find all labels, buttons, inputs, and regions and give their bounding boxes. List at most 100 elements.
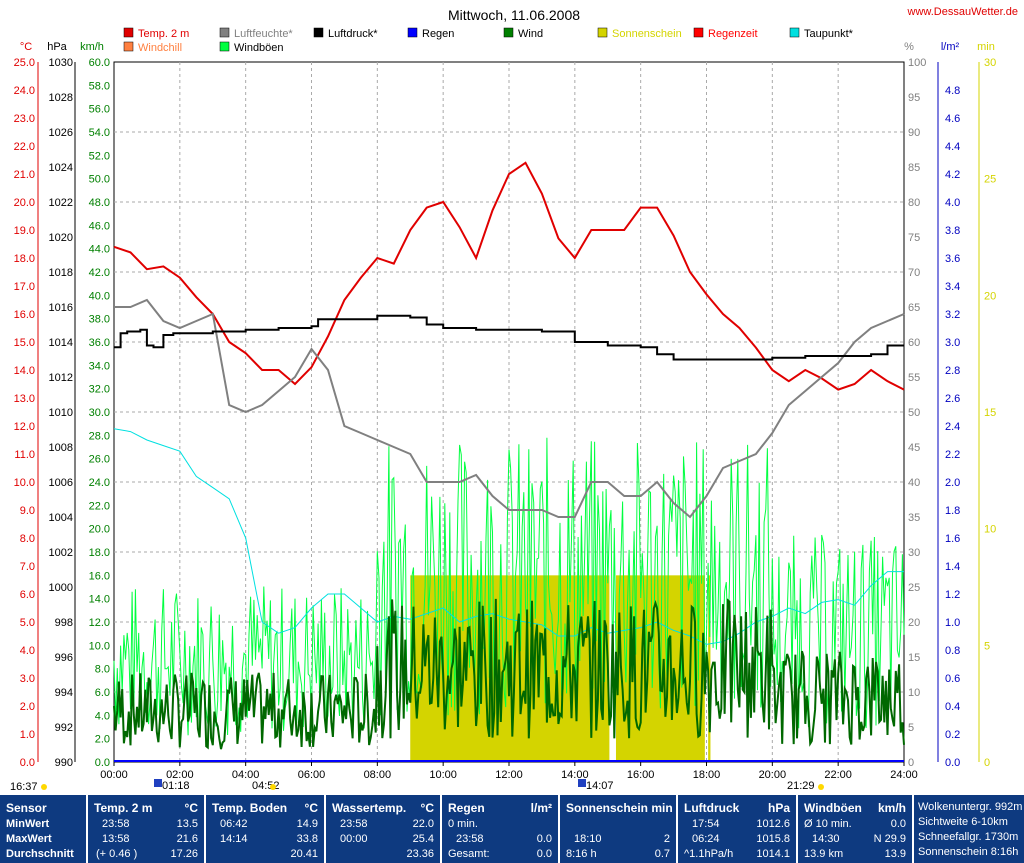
moonset-time: 14:07 (586, 780, 614, 792)
wind-tick-label: 20.0 (89, 524, 110, 536)
wind-tick-label: 2.0 (95, 734, 110, 746)
temp-tick-label: 10.0 (14, 477, 35, 489)
humidity-unit-label: % (904, 41, 914, 53)
pressure-tick-label: 992 (55, 722, 73, 734)
stats-temp-max-val: 21.6 (176, 833, 198, 845)
pressure-tick-label: 1030 (49, 57, 73, 69)
stats-water-min-time: 23:58 (340, 818, 368, 830)
wind-tick-label: 58.0 (89, 80, 110, 92)
rain-tick-label: 3.8 (945, 225, 960, 237)
temp-tick-label: 9.0 (20, 505, 35, 517)
rain-tick-label: 0.0 (945, 757, 960, 769)
rain-tick-label: 4.8 (945, 85, 960, 97)
stats-temp-max-time: 13:58 (102, 833, 130, 845)
sun-tick-label: 30 (984, 57, 996, 69)
series-line-taupunkt- (113, 428, 904, 645)
temp-tick-label: 15.0 (14, 337, 35, 349)
humidity-tick-label: 10 (908, 687, 920, 699)
axes: 0.0 1.0 2.0 3.0 4.0 5.0 6.0 7.0 8.0 9.0 10.0 11.0 12… (14, 57, 997, 769)
rain-tick-label: 3.6 (945, 253, 960, 265)
stats-gusts-avg-label: Ø 10 min. (804, 818, 852, 830)
humidity-tick-label: 5 (908, 722, 914, 734)
stats-water-min-val: 22.0 (412, 818, 434, 830)
temp-tick-label: 5.0 (20, 617, 35, 629)
temp-tick-label: 20.0 (14, 197, 35, 209)
rain-tick-label: 4.4 (945, 141, 960, 153)
humidity-tick-label: 20 (908, 617, 920, 629)
legend-swatch (693, 27, 704, 38)
moonset-icon (578, 779, 586, 787)
temp-tick-label: 7.0 (20, 561, 35, 573)
sun-unit-label: min (977, 41, 995, 53)
rain-tick-label: 0.6 (945, 673, 960, 685)
rain-tick-label: 1.0 (945, 617, 960, 629)
stats-table: Sensor MinWert MaxWert Durchschnitt Temp… (0, 795, 1024, 863)
temp-tick-label: 24.0 (14, 85, 35, 97)
rain-tick-label: 4.0 (945, 197, 960, 209)
wind-tick-label: 4.0 (95, 710, 110, 722)
stats-ground-min-time: 06:42 (220, 818, 248, 830)
wind-tick-label: 42.0 (89, 267, 110, 279)
stats-temp-avg-val: 17.26 (170, 848, 198, 860)
humidity-tick-label: 100 (908, 57, 926, 69)
legend-swatch (313, 27, 324, 38)
stats-water-unit: °C (420, 801, 434, 815)
website-link[interactable]: www.DessauWetter.de (907, 6, 1018, 18)
legend-label: Regen (422, 28, 454, 40)
pressure-tick-label: 1028 (49, 92, 73, 104)
x-tick-label: 06:00 (298, 769, 326, 781)
pressure-tick-label: 1006 (49, 477, 73, 489)
stats-temp-unit: °C (184, 801, 198, 815)
stats-snow-line: Schneefallgr. 1730m (918, 831, 1019, 843)
rain-tick-label: 4.6 (945, 113, 960, 125)
pressure-tick-label: 994 (55, 687, 73, 699)
stats-row-min-label: MinWert (6, 818, 50, 830)
stats-sun-max-time: 18:10 (574, 833, 602, 845)
stats-col-ground: Temp. Boden °C 06:42 14.9 14:14 33.8 20.… (206, 795, 326, 863)
series-line-luftfeuchte- (114, 298, 905, 519)
stats-gusts-unit: km/h (877, 801, 906, 815)
temp-tick-label: 6.0 (20, 589, 35, 601)
humidity-tick-label: 85 (908, 162, 920, 174)
temp-tick-label: 21.0 (14, 169, 35, 181)
wind-tick-label: 36.0 (89, 337, 110, 349)
stats-pressure-min-time: 17:54 (692, 818, 720, 830)
sun-icon (41, 784, 47, 790)
legend-label: Luftdruck* (328, 28, 378, 40)
temp-tick-label: 17.0 (14, 281, 35, 293)
stats-sun-total-val: 0.7 (654, 848, 670, 860)
stats-gusts-distance: 13.9 km (804, 848, 844, 860)
stats-pressure-max-time: 06:24 (692, 833, 720, 845)
pressure-tick-label: 1000 (49, 582, 73, 594)
pressure-tick-label: 1004 (49, 512, 73, 524)
temp-tick-label: 0.0 (20, 757, 35, 769)
wind-tick-label: 46.0 (89, 220, 110, 232)
stats-rain-total-val: 0.0 (536, 848, 552, 860)
humidity-tick-label: 40 (908, 477, 920, 489)
stats-col-sensor: Sensor MinWert MaxWert Durchschnitt (0, 795, 88, 863)
temp-tick-label: 23.0 (14, 113, 35, 125)
stats-pressure-avg-val: 1014.1 (756, 848, 790, 860)
series-line-luftdruck- (114, 314, 904, 361)
wind-tick-label: 40.0 (89, 290, 110, 302)
stats-col-sun: Sonnenschein min 18:10 2 8:16 h 0.7 (560, 795, 678, 863)
temp-tick-label: 18.0 (14, 253, 35, 265)
x-tick-label: 02:00 (166, 769, 194, 781)
legend-swatch (597, 27, 608, 38)
legend-swatch (219, 27, 230, 38)
humidity-tick-label: 50 (908, 407, 920, 419)
legend-label: Taupunkt* (804, 28, 854, 40)
legend-label: Temp. 2 m (138, 28, 189, 40)
stats-ground-header: Temp. Boden (212, 801, 288, 815)
stats-cloud-base: Wolkenuntergr. 992m (918, 801, 1023, 813)
rain-tick-label: 3.0 (945, 337, 960, 349)
sun-tick-label: 15 (984, 407, 996, 419)
humidity-tick-label: 30 (908, 547, 920, 559)
x-tick-label: 22:00 (824, 769, 852, 781)
legend-swatch (123, 41, 134, 52)
moonrise-time: 01:18 (162, 780, 190, 792)
stats-ground-max-time: 14:14 (220, 833, 248, 845)
wind-tick-label: 38.0 (89, 314, 110, 326)
x-tick-label: 24:00 (890, 769, 918, 781)
humidity-tick-label: 0 (908, 757, 914, 769)
